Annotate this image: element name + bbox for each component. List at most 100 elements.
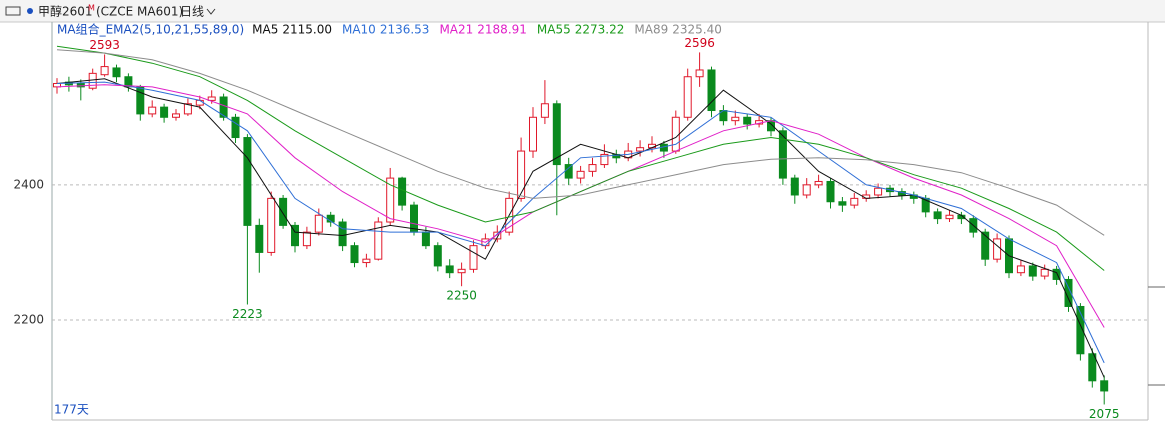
extreme-label: 2593 xyxy=(89,38,120,52)
ma-line xyxy=(56,49,1105,236)
candle-body xyxy=(981,231,990,260)
candle-body xyxy=(695,69,704,78)
legend-value: 2115.00 xyxy=(282,23,332,37)
ma-line xyxy=(56,84,1105,328)
candle-body xyxy=(207,96,216,101)
candle-body xyxy=(814,180,823,186)
period[interactable]: 日线 xyxy=(180,5,204,19)
legend-name: MA21 xyxy=(439,23,473,37)
candle-body xyxy=(1064,278,1073,307)
status-dot xyxy=(27,8,33,14)
candle-body xyxy=(136,86,145,115)
candle-body xyxy=(850,197,859,206)
window-icon[interactable] xyxy=(5,6,21,16)
extreme-label: 2250 xyxy=(446,289,477,303)
code: (CZCE MA601) xyxy=(96,5,183,19)
candle-body xyxy=(564,164,573,179)
candle-body xyxy=(100,66,109,76)
candle-body xyxy=(683,76,692,118)
extreme-label: 2075 xyxy=(1089,407,1120,421)
y-tick-label: 2200 xyxy=(13,312,44,326)
candle-body xyxy=(243,137,252,226)
candle-body xyxy=(743,116,752,125)
ma-line xyxy=(56,81,1105,364)
candle-body xyxy=(1028,265,1037,277)
candle-body xyxy=(255,224,264,253)
candle-body xyxy=(291,224,299,247)
candle-body xyxy=(838,201,847,206)
candle-body xyxy=(1016,265,1025,274)
candle-body xyxy=(731,116,740,122)
symbol[interactable]: 甲醇2601 xyxy=(38,4,93,19)
badge: M xyxy=(88,4,95,13)
candle-body xyxy=(386,177,395,223)
candle-body xyxy=(469,245,478,270)
candle-body xyxy=(314,214,323,233)
legend-name: MA5 xyxy=(252,23,278,37)
candle-body xyxy=(802,184,811,196)
legend-value: 2188.91 xyxy=(477,23,527,37)
candle-body xyxy=(398,177,407,206)
candle-body xyxy=(1052,268,1061,280)
y-tick-label: 2400 xyxy=(13,177,44,191)
candle-body xyxy=(457,268,466,274)
candle-body xyxy=(374,221,383,260)
candle-body xyxy=(172,113,180,118)
header-bar xyxy=(0,0,1165,22)
legend-name: MA89 xyxy=(634,23,668,37)
candle-body xyxy=(148,106,157,115)
candle-body xyxy=(945,214,954,220)
candle-body xyxy=(1088,353,1097,382)
legend-value: 2273.22 xyxy=(575,23,625,37)
candle-body xyxy=(552,103,561,166)
legend-name: MA55 xyxy=(537,23,571,37)
candle-body xyxy=(350,245,359,264)
candle-body xyxy=(160,106,169,118)
legend-name: MA10 xyxy=(342,23,376,37)
candle-body xyxy=(183,103,192,115)
candle-body xyxy=(790,177,799,196)
candle-body xyxy=(540,103,549,118)
candle-body xyxy=(636,147,645,152)
candle-body xyxy=(1100,380,1109,392)
candle-body xyxy=(993,238,1002,260)
candle-body xyxy=(279,197,288,226)
candle-body xyxy=(874,187,883,196)
candle-body xyxy=(1076,305,1085,355)
legend-value: 2136.53 xyxy=(380,23,430,37)
candle-body xyxy=(517,150,526,199)
candle-body xyxy=(112,67,121,78)
dropdown-caret[interactable] xyxy=(206,8,216,15)
candle-body xyxy=(76,82,85,88)
candle-body xyxy=(826,180,835,203)
candle-body xyxy=(600,153,609,166)
candle-body xyxy=(778,130,787,179)
days-label: 177天 xyxy=(54,403,89,417)
ma-line xyxy=(56,78,1105,378)
candle-body xyxy=(707,69,716,112)
candle-body xyxy=(588,164,597,172)
candle-body xyxy=(362,258,371,264)
extreme-label: 2223 xyxy=(232,307,263,321)
candle-body xyxy=(195,99,204,106)
candle-body xyxy=(445,265,454,274)
indicator-label: MA组合_EMA2(5,10,21,55,89,0) xyxy=(57,22,244,37)
candle-body xyxy=(338,221,347,247)
candle-body xyxy=(302,231,311,247)
candle-body xyxy=(933,211,942,220)
extreme-label: 2596 xyxy=(684,36,715,50)
candle-body xyxy=(124,76,133,88)
candle-body xyxy=(671,116,680,152)
legend-value: 2325.40 xyxy=(672,23,722,37)
ma-line xyxy=(56,45,1105,271)
candle-body xyxy=(267,197,276,253)
candle-body xyxy=(88,72,97,89)
candle-body xyxy=(433,245,442,267)
candle-body xyxy=(576,170,585,179)
candle-body xyxy=(529,116,537,152)
candle-body xyxy=(421,231,430,247)
candle-body xyxy=(1040,268,1049,277)
candle-body xyxy=(231,116,240,139)
